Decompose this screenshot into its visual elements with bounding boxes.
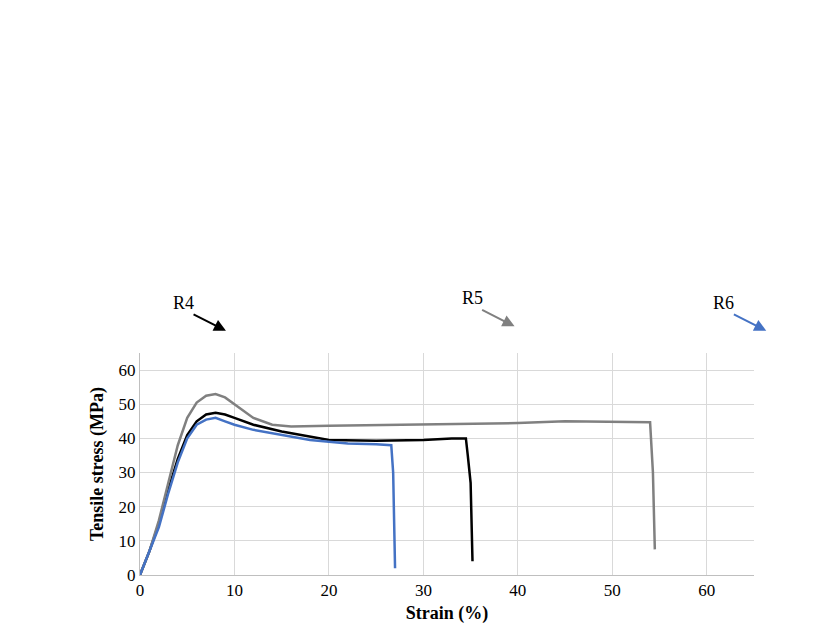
svg-text:R6: R6 xyxy=(713,293,734,313)
svg-text:60: 60 xyxy=(119,361,136,380)
svg-text:30: 30 xyxy=(415,581,432,600)
svg-text:20: 20 xyxy=(320,581,337,600)
svg-text:0: 0 xyxy=(136,581,145,600)
svg-text:Tensile stress (MPa): Tensile stress (MPa) xyxy=(87,387,108,541)
svg-text:40: 40 xyxy=(119,429,136,448)
svg-text:10: 10 xyxy=(119,532,136,551)
svg-text:10: 10 xyxy=(226,581,243,600)
svg-text:R4: R4 xyxy=(173,293,194,313)
svg-text:R5: R5 xyxy=(462,288,483,308)
svg-text:20: 20 xyxy=(119,498,136,517)
svg-text:40: 40 xyxy=(509,581,526,600)
svg-text:30: 30 xyxy=(119,463,136,482)
svg-text:50: 50 xyxy=(119,395,136,414)
svg-text:0: 0 xyxy=(127,566,136,585)
svg-text:Strain (%): Strain (%) xyxy=(406,603,489,624)
svg-text:60: 60 xyxy=(698,581,715,600)
svg-text:50: 50 xyxy=(604,581,621,600)
